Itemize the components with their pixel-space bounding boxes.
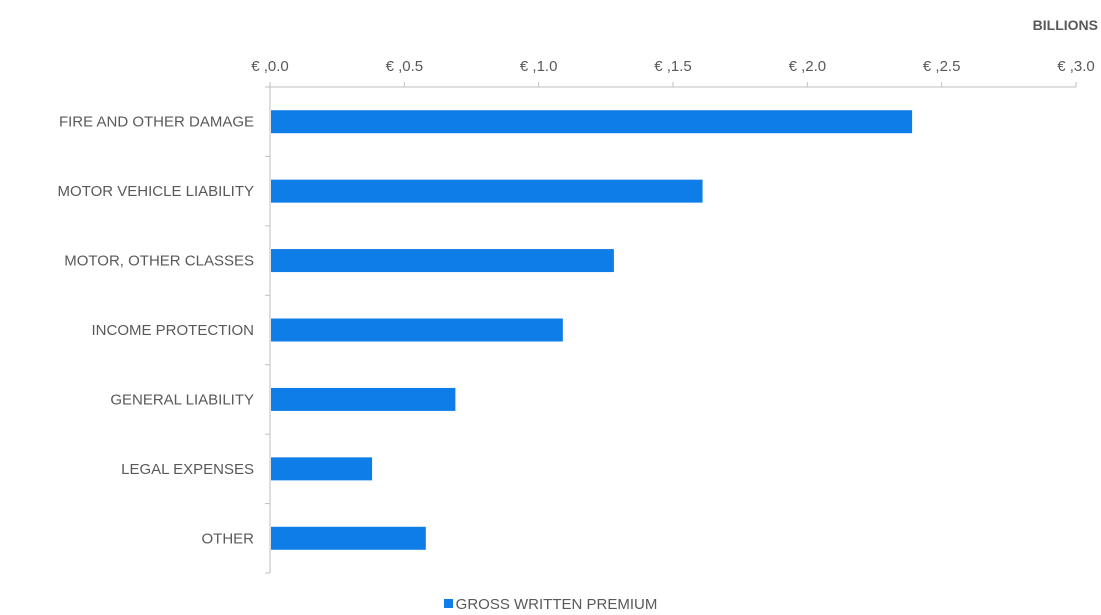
x-tick-label: € ,1.0 [520, 58, 558, 75]
bar [271, 179, 703, 203]
unit-label: BILLIONS [1032, 17, 1098, 33]
x-tick-label: € ,0.0 [251, 58, 289, 75]
category-label: INCOME PROTECTION [91, 322, 254, 339]
category-label: MOTOR VEHICLE LIABILITY [58, 183, 254, 200]
category-label: GENERAL LIABILITY [110, 391, 254, 408]
x-tick-label: € ,1.5 [654, 58, 692, 75]
legend-swatch [443, 599, 453, 608]
bar [271, 249, 614, 273]
bars-series [271, 110, 913, 550]
category-label: FIRE AND OTHER DAMAGE [59, 114, 254, 131]
x-tick-label: € ,0.5 [386, 58, 424, 75]
x-axis-ticks: € ,0.0 € ,0.5 € ,1.0 € ,1.5 € ,2.0 € ,2.5 € ,3… [251, 58, 1095, 87]
y-axis-ticks [265, 86, 270, 574]
category-label: LEGAL EXPENSES [121, 461, 254, 478]
bar [271, 318, 563, 342]
category-label: MOTOR, OTHER CLASSES [64, 253, 254, 270]
category-labels: FIRE AND OTHER DAMAGE MOTOR VEHICLE LIABI… [58, 114, 255, 548]
bar [271, 110, 913, 134]
legend-label: GROSS WRITTEN PREMIUM [455, 596, 658, 613]
bar [271, 387, 456, 411]
category-label: OTHER [202, 530, 255, 547]
x-tick-label: € ,2.0 [789, 58, 827, 75]
legend: GROSS WRITTEN PREMIUM [0, 596, 1101, 613]
bar [271, 457, 373, 481]
bar [271, 526, 426, 550]
x-tick-label: € ,3.0 [1057, 58, 1095, 75]
x-tick-label: € ,2.5 [923, 58, 961, 75]
